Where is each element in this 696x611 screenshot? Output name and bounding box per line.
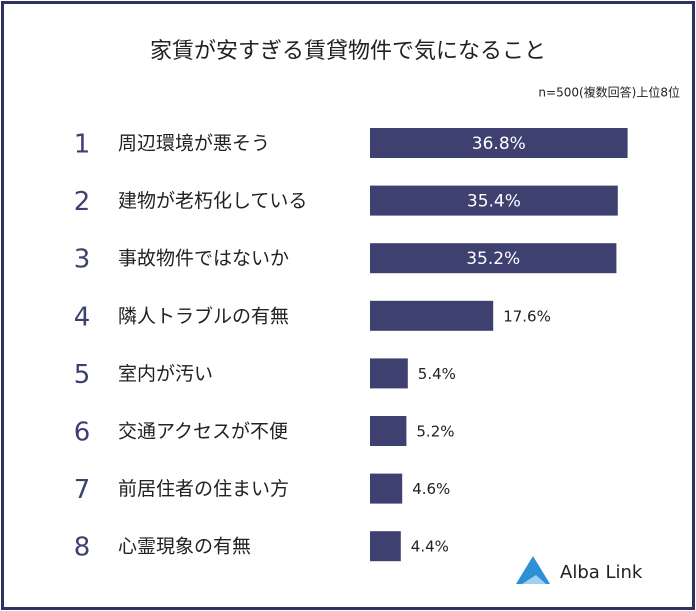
- rank-label: 8: [74, 533, 91, 563]
- bar: [370, 128, 628, 158]
- category-label: 心霊現象の有無: [118, 536, 251, 558]
- bar: [370, 243, 617, 274]
- value-label: 17.6%: [503, 307, 551, 325]
- value-label: 5.4%: [418, 365, 456, 383]
- category-label: 前居住者の住まい方: [118, 478, 289, 500]
- rank-label: 3: [74, 245, 91, 275]
- bar: [370, 185, 618, 216]
- bar: [370, 473, 403, 504]
- value-label: 4.6%: [412, 480, 450, 498]
- logo-icon-accent: [522, 575, 546, 584]
- value-label: 35.2%: [466, 249, 520, 269]
- chart-title: 家賃が安すぎる賃貸物件で気になること: [150, 39, 546, 64]
- category-label: 事故物件ではないか: [118, 248, 289, 270]
- category-label: 交通アクセスが不便: [118, 421, 288, 443]
- bar: [370, 300, 494, 331]
- bar: [370, 531, 401, 562]
- bar: [370, 416, 407, 446]
- category-label: 隣人トラブルの有無: [118, 304, 289, 327]
- category-label: 室内が汚い: [118, 363, 213, 385]
- rank-label: 4: [74, 302, 91, 332]
- category-label: 周辺環境が悪そう: [118, 133, 270, 155]
- category-label: 建物が老朽化している: [118, 190, 307, 212]
- rank-label: 1: [74, 130, 91, 160]
- chart-subtitle: n=500(複数回答)上位8位: [538, 85, 680, 100]
- logo-text: Alba Link: [560, 562, 643, 583]
- logo: Alba Link: [516, 556, 643, 584]
- value-label: 36.8%: [472, 134, 526, 154]
- value-label: 5.2%: [416, 423, 454, 441]
- logo-icon: [516, 556, 550, 584]
- value-label: 35.4%: [467, 192, 521, 212]
- value-label: 4.4%: [411, 538, 449, 556]
- rank-label: 7: [74, 475, 91, 505]
- rank-label: 6: [74, 418, 91, 448]
- rank-label: 2: [74, 187, 91, 217]
- bar: [370, 358, 408, 389]
- rank-label: 5: [74, 360, 91, 390]
